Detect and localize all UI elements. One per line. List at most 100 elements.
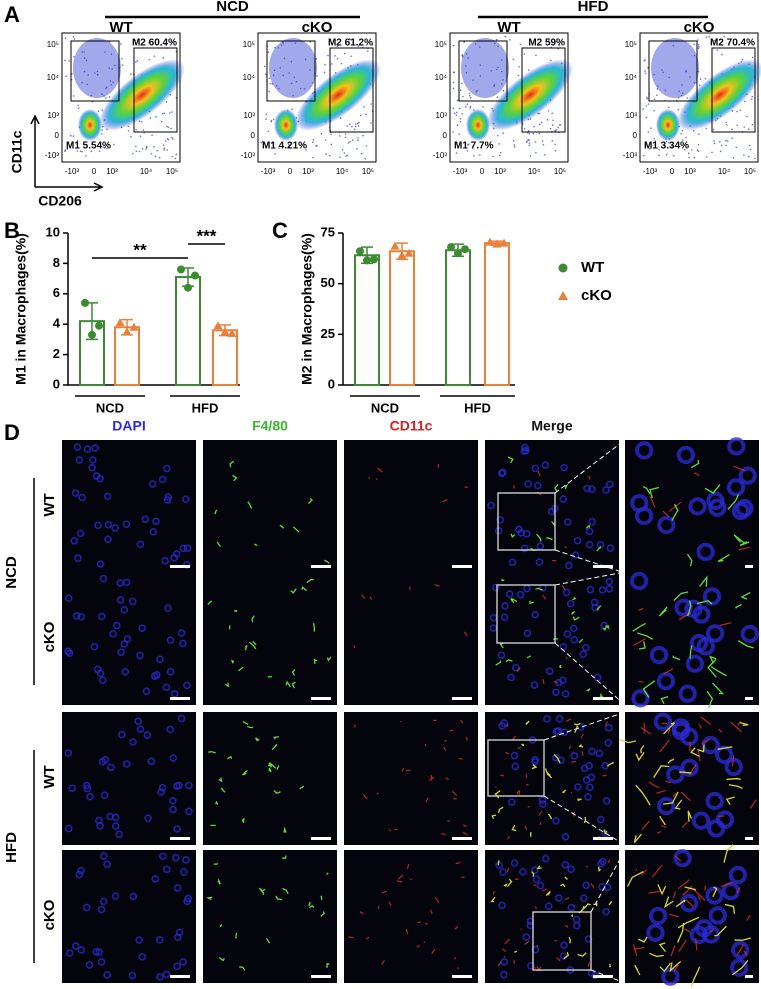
- nucleus: [635, 441, 654, 460]
- nucleus: [582, 881, 590, 889]
- flow-event: [264, 73, 267, 75]
- flow-event: [130, 73, 132, 75]
- flow-density: [295, 59, 381, 131]
- data-point: [370, 255, 378, 264]
- flow-event: [290, 82, 293, 85]
- f480-signal: [234, 932, 238, 939]
- f480-signal: [510, 533, 516, 538]
- nucleus: [586, 585, 595, 594]
- flow-event: [110, 53, 113, 55]
- flow-event: [121, 64, 124, 66]
- f480-signal: [232, 474, 238, 482]
- cd11c-signal: [524, 940, 530, 945]
- flow-x-tick-label: 10⁵: [554, 167, 566, 176]
- flow-event: [644, 70, 646, 72]
- nucleus: [88, 463, 96, 472]
- flow-x-tick-label: 0: [92, 167, 97, 176]
- nucleus: [96, 669, 105, 678]
- flow-event: [476, 89, 479, 92]
- f480-signal: [544, 768, 551, 776]
- cd11c-signal: [449, 729, 454, 732]
- nucleus: [552, 753, 560, 762]
- row-label: WT: [41, 765, 58, 788]
- flow-event: [658, 148, 660, 151]
- data-point: [122, 327, 132, 336]
- flow-event: [479, 64, 482, 66]
- f480-signal: [536, 533, 542, 542]
- flow-event: [90, 150, 93, 153]
- f480-signal: [632, 622, 646, 632]
- f480-signal: [577, 798, 583, 802]
- cd11c-signal: [633, 946, 645, 950]
- f480-signal: [290, 588, 297, 594]
- flow-event: [303, 87, 306, 90]
- micrograph: [344, 712, 478, 845]
- f480-signal: [672, 655, 681, 661]
- data-point: [499, 238, 509, 247]
- flow-event: [135, 61, 137, 63]
- nucleus: [128, 597, 137, 606]
- flow-event: [153, 145, 155, 148]
- flow-event: [721, 53, 723, 56]
- nucleus: [561, 861, 570, 869]
- nucleus: [543, 715, 551, 723]
- cd11c-signal: [720, 882, 733, 888]
- cd11c-signal: [463, 631, 468, 637]
- flow-x-label: CD206: [38, 193, 82, 209]
- f480-signal: [535, 587, 543, 591]
- cd11c-signal: [416, 944, 421, 948]
- flow-y-tick-label: 0: [55, 131, 60, 140]
- flow-event: [671, 146, 673, 148]
- nucleus: [113, 621, 121, 630]
- nucleus: [552, 688, 560, 697]
- data-point: [129, 322, 139, 331]
- flow-y-tick-label: 0: [633, 131, 638, 140]
- flow-event: [324, 139, 327, 141]
- cd11c-signal: [668, 501, 682, 512]
- flow-event: [672, 44, 675, 47]
- f480-signal: [609, 963, 612, 968]
- cd11c-signal: [580, 733, 584, 739]
- nucleus: [179, 544, 188, 553]
- flow-event: [512, 140, 515, 142]
- nucleus: [583, 484, 591, 493]
- nucleus: [177, 629, 186, 637]
- micrograph: [203, 440, 337, 573]
- flow-event: [468, 94, 471, 97]
- y-tick-label: 50: [321, 275, 335, 290]
- nucleus: [706, 491, 725, 510]
- f480-signal: [252, 640, 257, 646]
- nucleus: [162, 970, 171, 979]
- flow-event: [98, 150, 101, 152]
- nucleus: [531, 610, 540, 619]
- flow-event: [538, 132, 541, 135]
- nucleus: [570, 752, 579, 760]
- flow-event: [156, 149, 158, 152]
- f480-signal: [633, 833, 642, 843]
- flow-event: [145, 148, 147, 150]
- cd11c-signal: [648, 781, 660, 789]
- cd11c-signal: [507, 836, 511, 840]
- data-point: [213, 321, 223, 330]
- cd11c-signal: [638, 607, 644, 612]
- f480-signal: [709, 655, 717, 664]
- flow-event: [529, 155, 532, 157]
- micrograph: [625, 850, 759, 983]
- flow-event: [693, 82, 696, 84]
- nucleus: [566, 599, 575, 608]
- flow-x-tick-label: 10⁵: [744, 167, 756, 176]
- cd11c-signal: [718, 815, 725, 818]
- legend-label: WT: [581, 259, 604, 276]
- f480-signal: [684, 886, 696, 891]
- zoom-box: [532, 911, 592, 971]
- cd11c-signal: [674, 855, 682, 862]
- nucleus: [158, 475, 167, 484]
- f480-signal: [707, 658, 717, 678]
- cd11c-signal: [430, 909, 433, 914]
- y-tick-label: 10: [46, 224, 60, 239]
- f480-signal: [497, 860, 500, 866]
- legend-label: cKO: [581, 287, 612, 304]
- flow-event: [464, 105, 467, 108]
- micrograph: [485, 572, 619, 705]
- nucleus: [74, 554, 82, 562]
